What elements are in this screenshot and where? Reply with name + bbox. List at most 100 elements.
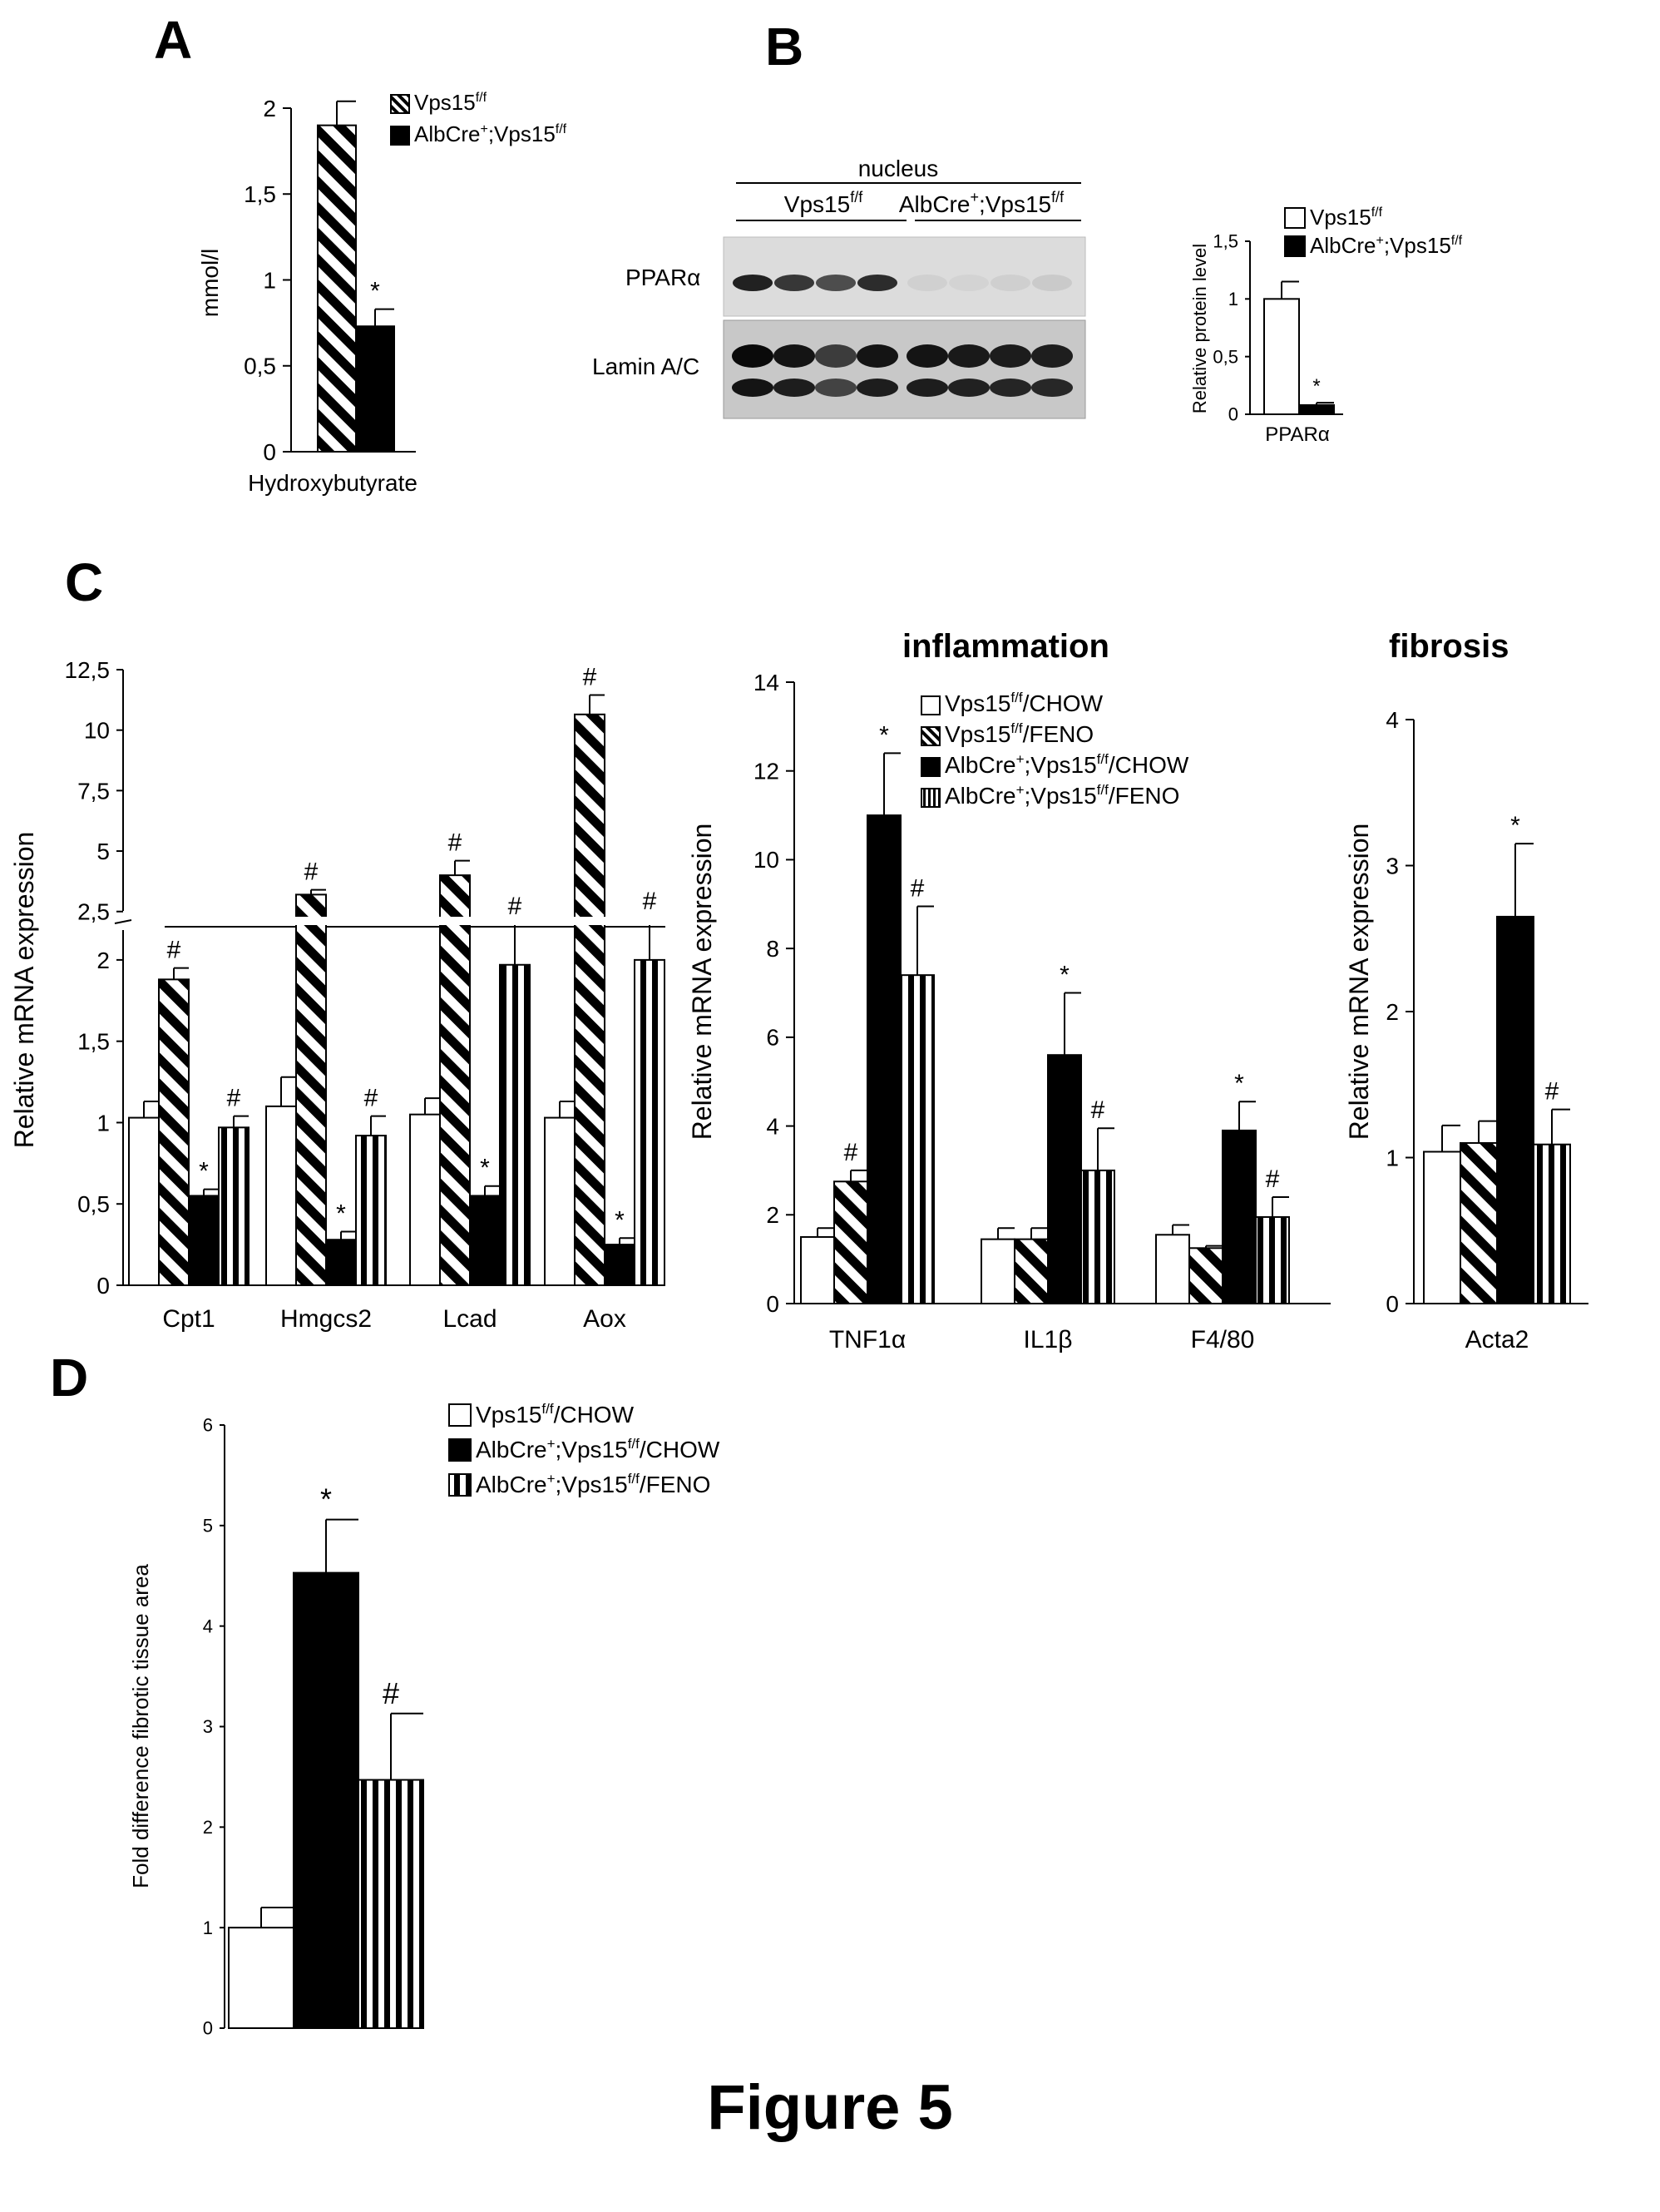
- chart-c1-cpt1-albcre-vps15f-f-chow-significance-mark: *: [199, 1158, 209, 1185]
- chart-c2-il1-albcre-vps15f-f-chow-significance-mark: *: [1060, 962, 1070, 989]
- chart-c1-aox-vps15f-f-chow-bar: [544, 1116, 576, 1286]
- chart-b-legend-swatch-vps15f-f: [1284, 207, 1306, 229]
- chart-b-legend-swatch-albcre-vps15f-f: [1284, 235, 1306, 257]
- western-blot: nucleus Vps15f/f AlbCre+;Vps15f/f PPARα …: [592, 156, 1086, 419]
- chart-c3-ytick-label: 1: [1386, 1145, 1399, 1170]
- chart-c3-ytick-label: 0: [1386, 1291, 1399, 1317]
- chart-c2-legend-label-albcre-vps15f-f-feno: AlbCre+;Vps15f/f/FENO: [945, 782, 1179, 809]
- chart-d-albcre-vps15f-f-feno-significance-mark: #: [383, 1676, 399, 1710]
- chart-c2-f4-80-albcre-vps15f-f-feno-significance-mark: #: [1266, 1165, 1280, 1193]
- chart-c3-ytick-label: 4: [1386, 707, 1399, 733]
- chart-d: 0 1 2 3 4 5 6 Fold difference fibrotic tissue a…: [128, 1401, 720, 2039]
- chart-c1-ytick-label: 7,5: [77, 778, 110, 804]
- chart-c2-ytick-label: 14: [753, 670, 779, 695]
- chart-c1-axis-break-mark: [114, 919, 132, 924]
- chart-d-albcre-vps15f-f-feno-bar: [358, 1779, 424, 2030]
- chart-c1-y-axis-label: Relative mRNA expression: [9, 832, 39, 1149]
- blot-band-ppar-lane-2: [774, 275, 814, 291]
- chart-c2-tnf1-vps15f-f-feno-bar: [833, 1180, 868, 1304]
- chart-c1-ytick-label: 10: [84, 718, 110, 744]
- blot-band-lamin-c-lane-2: [773, 379, 815, 397]
- chart-d-ytick-label: 5: [203, 1516, 213, 1537]
- chart-c1-category-label-aox: Aox: [583, 1305, 626, 1333]
- chart-c2-category-label-il1: IL1β: [1024, 1326, 1073, 1353]
- chart-a-ytick-label: 1: [263, 267, 276, 293]
- chart-c2-tnf1-albcre-vps15f-f-feno-bar: [900, 974, 935, 1304]
- chart-c1-ytick-label: 5: [96, 839, 110, 864]
- chart-c1-aox-vps15f-f-feno-significance-mark: #: [583, 664, 597, 691]
- chart-c2-category-label-f4-80: F4/80: [1191, 1326, 1255, 1353]
- chart-a-legend-label-vps15f-f: Vps15f/f: [414, 90, 487, 115]
- chart-d-legend-swatch-albcre-vps15f-f-chow: [448, 1438, 472, 1462]
- chart-c3-albcre-vps15f-f-chow-bar: [1496, 915, 1534, 1305]
- chart-d-ytick-label: 2: [203, 1817, 213, 1838]
- chart-a-ytick-label: 0,5: [244, 354, 276, 379]
- chart-c2-il1-albcre-vps15f-f-feno-significance-mark: #: [1091, 1096, 1105, 1124]
- chart-c2-ytick-label: 10: [753, 847, 779, 873]
- chart-b-albcre-vps15f-f-significance-mark: *: [1312, 375, 1320, 398]
- chart-c1-cpt1-vps15f-f-feno-significance-mark: #: [167, 937, 181, 964]
- chart-b-ytick-label: 1: [1228, 289, 1238, 309]
- chart-c1-hmgcs2-albcre-vps15f-f-feno-significance-mark: #: [364, 1085, 378, 1112]
- blot-band-lamin-c-lane-8: [1031, 379, 1073, 397]
- blot-band-lamin-c-lane-3: [815, 379, 857, 397]
- chart-c1-lcad-vps15f-f-feno-bar: [439, 874, 471, 1286]
- chart-a-ytick-label: 2: [263, 96, 276, 121]
- chart-d-ytick-label: 6: [203, 1415, 213, 1436]
- chart-d-albcre-vps15f-f-chow-significance-mark: *: [320, 1482, 332, 1517]
- blot-band-lamin-a-lane-1: [732, 344, 773, 368]
- chart-c3-vps15f-f-chow-bar: [1423, 1151, 1461, 1304]
- chart-c1-lcad-albcre-vps15f-f-feno-bar: [499, 963, 531, 1287]
- chart-c1-cpt1-albcre-vps15f-f-feno-significance-mark: #: [227, 1085, 241, 1112]
- panel-letter-b: B: [765, 17, 803, 77]
- blot-band-ppar-lane-5: [907, 275, 947, 291]
- chart-c2-f4-80-albcre-vps15f-f-chow-significance-mark: *: [1234, 1070, 1244, 1097]
- chart-c1-aox-vps15f-f-feno-bar: [574, 713, 605, 1286]
- chart-c3-albcre-vps15f-f-chow-significance-mark: *: [1510, 812, 1520, 839]
- chart-c2-f4-80-vps15f-f-chow-bar: [1155, 1234, 1190, 1304]
- chart-c3-y-axis-label: Relative mRNA expression: [1344, 824, 1374, 1141]
- blot-group1-label: Vps15f/f: [784, 189, 863, 217]
- chart-c2-tnf1-albcre-vps15f-f-chow-significance-mark: *: [879, 721, 889, 749]
- chart-c2-legend-swatch-albcre-vps15f-f-chow: [921, 757, 941, 777]
- chart-c2-y-axis-label: Relative mRNA expression: [687, 824, 717, 1141]
- chart-d-legend-swatch-albcre-vps15f-f-feno: [448, 1473, 472, 1497]
- section-title-fibrosis: fibrosis: [1389, 628, 1509, 665]
- chart-c2-legend-swatch-vps15f-f-chow: [921, 695, 941, 715]
- blot-band-lamin-a-lane-2: [773, 344, 815, 368]
- blot-row1-label: PPARα: [625, 265, 700, 290]
- blot-band-lamin-a-lane-6: [948, 344, 990, 368]
- chart-d-y-axis-label: Fold difference fibrotic tissue area: [128, 1564, 153, 1888]
- blot-band-ppar-lane-7: [991, 275, 1030, 291]
- chart-c1-ytick-label: 12,5: [65, 657, 111, 683]
- chart-b-vps15f-f-bar: [1263, 298, 1300, 416]
- blot-band-lamin-c-lane-7: [990, 379, 1031, 397]
- chart-c2-legend-label-vps15f-f-chow: Vps15f/f/CHOW: [945, 690, 1104, 716]
- blot-band-lamin-a-lane-8: [1031, 344, 1073, 368]
- chart-c2-f4-80-vps15f-f-feno-bar: [1188, 1247, 1223, 1305]
- chart-a-y-axis-label: mmol/l: [197, 249, 223, 317]
- chart-c2-il1-albcre-vps15f-f-chow-bar: [1047, 1054, 1082, 1304]
- chart-c2-tnf1-albcre-vps15f-f-feno-significance-mark: #: [911, 874, 925, 902]
- panel-letter-a: A: [154, 10, 192, 70]
- chart-c2-tnf1-vps15f-f-feno-significance-mark: #: [844, 1139, 858, 1166]
- chart-b-albcre-vps15f-f-bar: [1298, 403, 1335, 416]
- chart-a-category-label: Hydroxybutyrate: [248, 470, 417, 496]
- chart-c2-legend-swatch-vps15f-f-feno: [921, 726, 941, 746]
- panel-letter-c: C: [65, 552, 103, 612]
- blot-band-lamin-c-lane-1: [732, 379, 773, 397]
- chart-c3-ytick-label: 2: [1386, 999, 1399, 1025]
- blot-band-lamin-c-lane-5: [907, 379, 948, 397]
- chart-c2-category-label-tnf1: TNF1α: [829, 1326, 906, 1353]
- chart-b-y-axis-label: Relative protein level: [1189, 244, 1210, 413]
- chart-c1-hmgcs2-albcre-vps15f-f-chow-significance-mark: *: [336, 1200, 346, 1227]
- chart-c1-lcad-albcre-vps15f-f-feno-significance-mark: #: [508, 893, 522, 920]
- chart-c2-il1-albcre-vps15f-f-feno-bar: [1080, 1169, 1115, 1305]
- chart-c3-ytick-label: 3: [1386, 853, 1399, 878]
- chart-c1-lcad-vps15f-f-chow-bar: [409, 1113, 441, 1286]
- blot-band-lamin-a-lane-4: [857, 344, 898, 368]
- chart-b-legend-label-vps15f-f: Vps15f/f: [1310, 205, 1383, 230]
- chart-c2-ytick-label: 0: [766, 1291, 779, 1317]
- chart-c1-ytick-label: 2: [96, 948, 110, 973]
- chart-c1-hmgcs2-albcre-vps15f-f-feno-bar: [355, 1135, 387, 1286]
